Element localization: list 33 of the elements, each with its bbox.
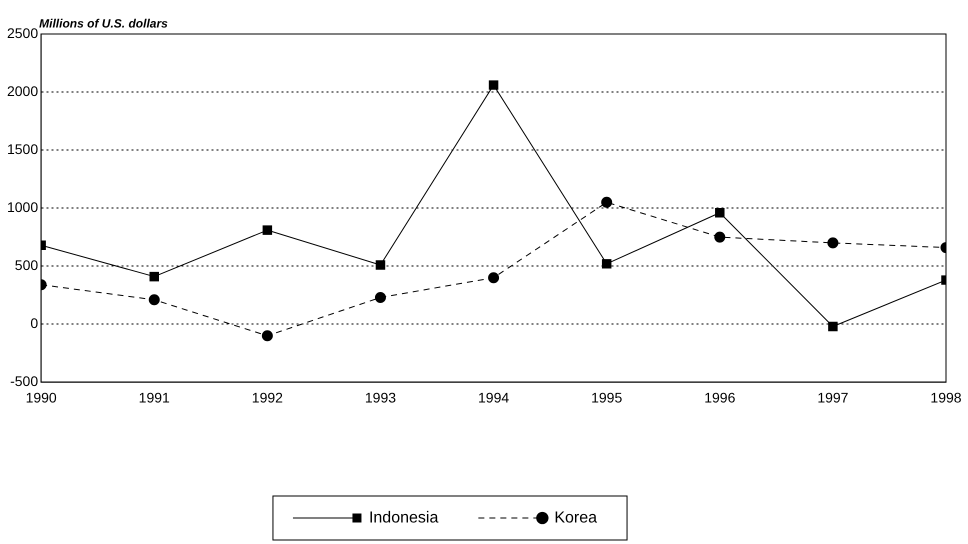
x-tick-label: 1998	[930, 389, 962, 406]
y-axis-title: Millions of U.S. dollars	[39, 16, 168, 30]
point	[715, 208, 725, 218]
point	[262, 225, 272, 235]
point	[602, 259, 612, 269]
x-tick-label: 1991	[138, 389, 170, 406]
point	[262, 330, 273, 342]
y-tick-label: 2000	[6, 82, 38, 99]
point	[376, 260, 386, 270]
y-tick-label: 1500	[6, 140, 38, 157]
y-tick-label: 500	[14, 256, 38, 273]
point	[488, 80, 498, 90]
point	[148, 294, 160, 306]
x-tick-label: 1996	[704, 389, 736, 406]
y-tick-label: 1000	[6, 198, 38, 215]
point	[601, 196, 612, 208]
point	[827, 237, 838, 248]
y-tick-label: 2500	[6, 24, 38, 41]
point	[714, 232, 726, 243]
x-tick-label: 1994	[478, 389, 510, 406]
x-tick-label: 1993	[364, 389, 396, 406]
x-tick-label: 1990	[26, 389, 57, 406]
x-tick-label: 1995	[591, 389, 622, 406]
y-tick-label: 0	[30, 315, 38, 332]
legend-label: Indonesia	[368, 509, 438, 526]
point	[828, 322, 838, 332]
point	[150, 272, 159, 282]
x-tick-label: 1997	[817, 389, 849, 406]
point	[488, 272, 500, 284]
y-tick-label: -500	[10, 373, 38, 390]
x-tick-label: 1992	[252, 389, 284, 406]
legend-label: Korea	[554, 509, 598, 526]
point	[374, 292, 386, 303]
